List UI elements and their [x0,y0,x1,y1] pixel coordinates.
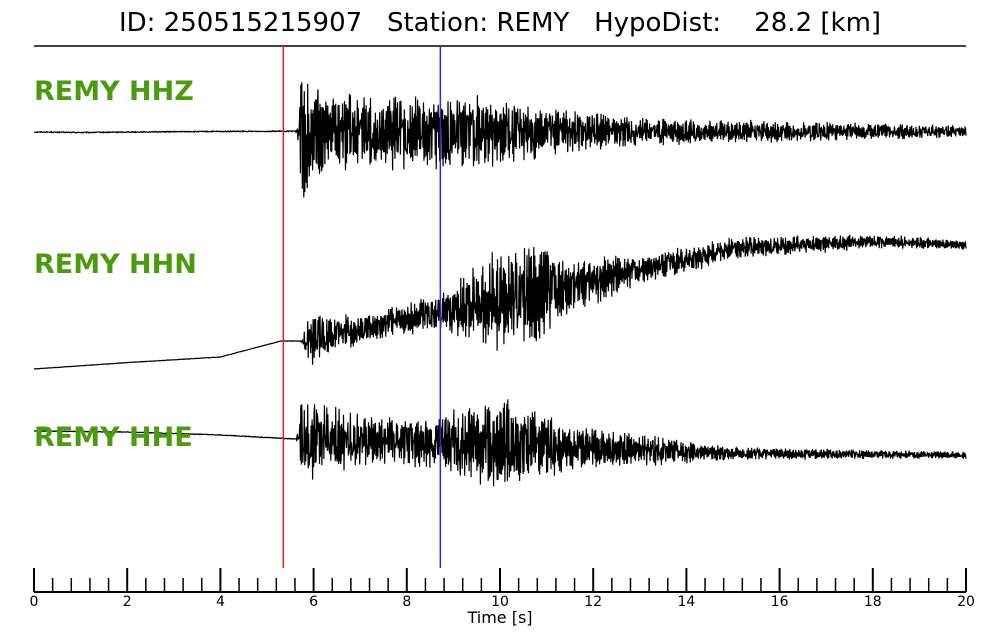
traces-group [33,82,967,487]
hypodist-value: 28.2 [754,8,813,38]
trace-labels-group: REMY HHZ REMY HHN REMY HHE [34,76,197,453]
tick-label: 6 [309,594,318,610]
trace-label: REMY HHN [34,249,197,280]
tick-label: 16 [771,594,789,610]
tick-label: 0 [30,594,39,610]
tick-label: 4 [216,594,225,610]
tick-label: 10 [491,594,509,610]
tick-label: 2 [123,594,132,610]
tick-label: 14 [677,594,695,610]
trace-remy-hhn [33,234,967,370]
event-id-value: 250515215907 [163,8,363,38]
x-axis-label: Time [s] [466,608,532,627]
figure-title: ID: 250515215907 Station: REMY HypoDist:… [0,8,1000,38]
station-value: REMY [496,8,570,38]
trace-remy-hhz [33,82,967,198]
tick-label: 12 [584,594,602,610]
hypodist-label: HypoDist: [594,8,722,38]
trace-label: REMY HHE [34,422,193,453]
tick-label: 8 [402,594,411,610]
hypodist-unit: [km] [820,8,882,38]
trace-label: REMY HHZ [34,76,194,107]
tick-label: 18 [864,594,882,610]
event-id-label: ID: [118,8,156,38]
tick-label: 20 [957,594,975,610]
time-axis: 0 2 4 6 8 10 12 14 16 18 20 Time [s] [30,568,975,627]
trace-remy-hhe [33,399,967,487]
pick-lines-group [282,46,442,568]
station-label: Station: [386,8,489,38]
